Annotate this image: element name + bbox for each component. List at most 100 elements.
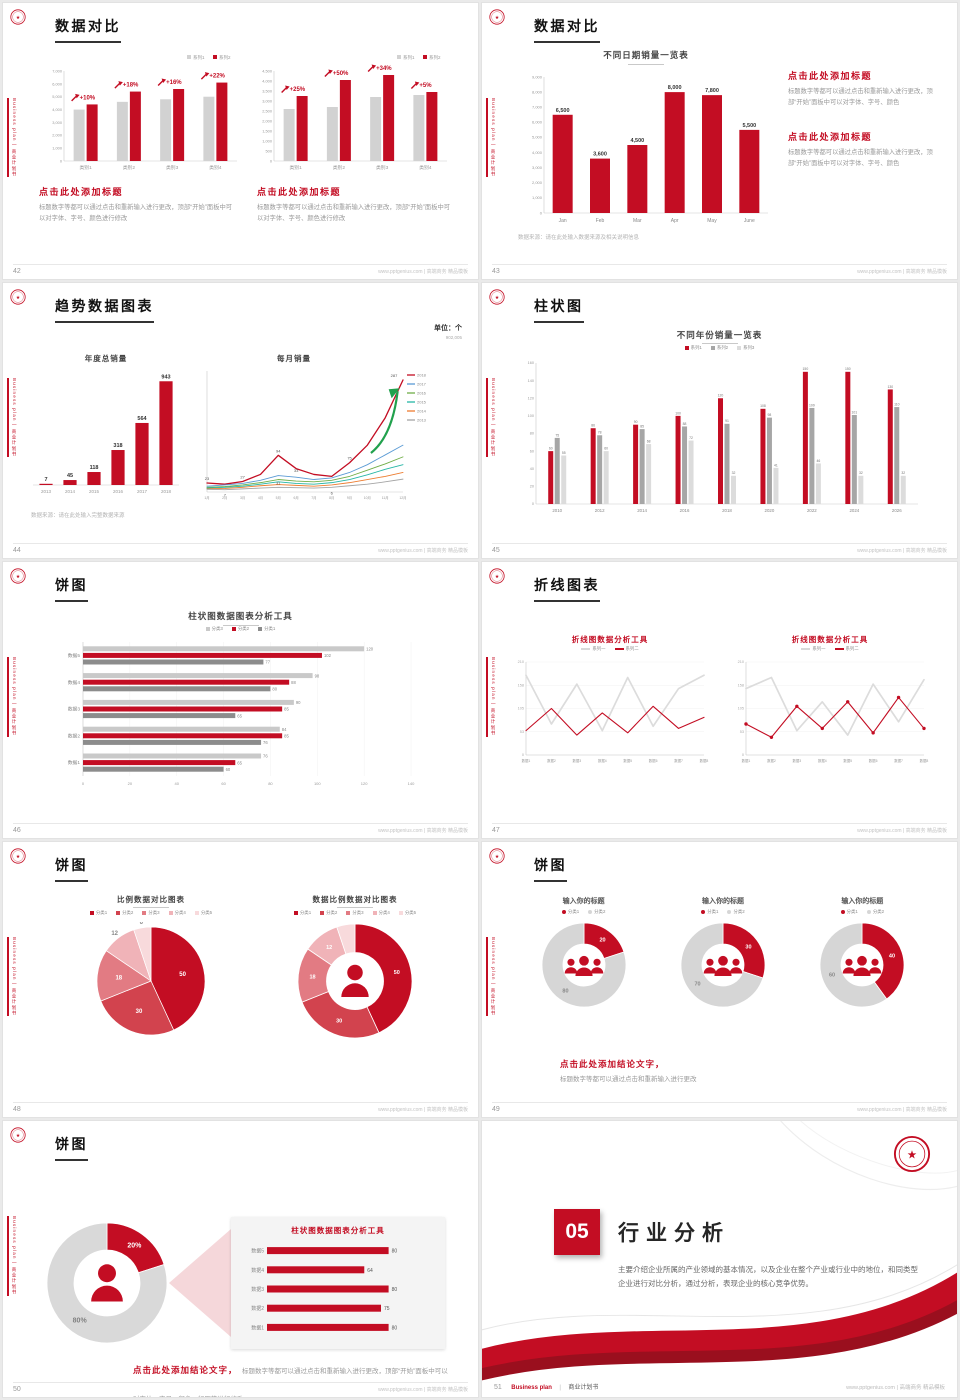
svg-text:2014: 2014 [637,508,647,513]
slide-footer: 46 www.pptgenius.com | 高端商务 精品模板 [13,822,468,834]
slide-47-line-charts[interactable]: ★ Business plan | 商业计划书 折线图表 折线图数据分析工具 系… [481,561,958,839]
text-block: 点击此处添加标题 标题数字等都可以通过点击和重新输入进行更改，顶部“开始”面板中… [788,130,946,169]
legend-item: 系列一 [801,646,826,652]
slide-49-donut-charts[interactable]: ★ Business plan | 商业计划书 饼图 输入你的标题 分类1 分类2… [481,840,958,1119]
svg-text:75: 75 [384,1307,390,1313]
svg-text:41: 41 [774,463,778,467]
svg-text:数据1: 数据1 [522,758,531,763]
svg-text:6: 6 [331,490,334,495]
legend-item: 分类4 [372,910,390,916]
svg-text:105: 105 [738,707,744,711]
conclusion-body: 标题数字等都可以通过点击和重新输入进行更改 [560,1075,697,1083]
svg-text:40: 40 [889,953,895,959]
svg-text:120: 120 [366,647,374,652]
svg-text:★: ★ [16,854,20,860]
slide-44-trend-charts[interactable]: ★ Business plan | 商业计划书 趋势数据图表 单位：个 902,… [2,281,479,560]
footer-url: www.pptgenius.com | 高端商务 精品模板 [378,548,468,555]
side-banner-text: Business plan | 商业计划书 [7,657,17,737]
page-title: 折线图表 [534,575,600,603]
slide-50-pie-funnel[interactable]: ★ Business plan | 商业计划书 饼图 20% 80% 柱状图数据图… [2,1120,479,1398]
svg-text:7,000: 7,000 [52,68,63,73]
legend-item: 分类2 [116,910,133,916]
svg-text:数据3: 数据3 [251,1286,264,1293]
svg-text:72: 72 [689,436,693,440]
svg-text:60: 60 [829,973,835,979]
footer-url: www.pptgenius.com | 高端商务 精品模板 [846,1385,945,1391]
legend-item: 分类1 [701,909,718,915]
slide-number: 49 [492,1106,500,1114]
legend-item: 分类1 [561,909,579,915]
chart-legend: 系列一 系列二 [510,646,710,652]
chart-legend: 分类3 分类2 分类1 [3,626,478,632]
svg-text:2018: 2018 [722,508,732,513]
svg-text:80: 80 [392,1326,398,1332]
slide-footer: 43 www.pptgenius.com | 高端商务 精品模板 [492,263,947,275]
block-body: 标题数字等都可以通过点击和重新输入进行更改，顶部“开始”面板中可以对字体、字号、… [788,149,933,168]
svg-text:30: 30 [136,1009,143,1015]
slide-51-section-divider[interactable]: ★ 05 行业分析 主要介绍企业所属的产业领域的基本情况，以及企业在整个产业或行… [481,1120,958,1398]
text-block: 点击此处添加标题 标题数字等都可以通过点击和重新输入进行更改，顶部“开始”面板中… [257,185,451,224]
svg-text:2017: 2017 [137,489,148,494]
svg-text:7,800: 7,800 [705,88,719,94]
svg-text:2016: 2016 [680,508,690,513]
slide-43-data-comparison[interactable]: ★ Business plan | 商业计划书 数据对比 不同日期销量一览表 9… [481,2,958,280]
chart-title: 输入你的标题 [841,897,884,905]
svg-text:数据7: 数据7 [674,758,683,763]
svg-text:数据5: 数据5 [843,758,852,763]
slide-42-data-comparison[interactable]: ★ Business plan | 商业计划书 数据对比 系列1 系列2 7,000… [2,2,479,280]
svg-text:5,500: 5,500 [742,123,756,129]
side-banner-text: Business plan | 商业计划书 [486,377,496,457]
svg-text:76: 76 [263,740,268,745]
block-body: 标题数字等都可以通过点击和重新输入进行更改，顶部“开始”面板中可以对字体、字号、… [257,204,451,223]
svg-text:20%: 20% [127,1243,142,1250]
donut-chart-person-icon: 50 30 18 12 6 [296,917,414,1040]
donut-group: 输入你的标题 分类1 分类2 30 70 [661,896,784,1009]
legend-item: 分类1 [293,910,311,916]
svg-text:23: 23 [205,476,210,481]
svg-text:20: 20 [530,484,534,488]
svg-text:30: 30 [336,1019,342,1025]
svg-text:158: 158 [518,684,524,688]
block-heading: 点击此处添加标题 [257,187,342,197]
svg-text:数据4: 数据4 [251,1267,264,1274]
school-logo-icon: ★ [10,288,26,305]
slide-48-pie-charts[interactable]: ★ Business plan | 商业计划书 饼图 比例数据对比图表 分类1 分… [2,840,479,1119]
svg-text:60: 60 [604,446,608,450]
school-logo-icon: ★ [489,9,505,25]
svg-text:★: ★ [495,574,499,580]
block-heading: 点击此处添加标题 [39,187,124,197]
annual-sales-bar-chart: 7 2013 45 2014 118 2015 318 2016 564 2017 943 2018 [31,365,181,497]
svg-text:105: 105 [518,707,524,711]
legend-item: 分类1 [840,909,858,915]
unit-label: 单位：个 902,005 [434,323,462,340]
svg-text:140: 140 [528,378,534,382]
svg-text:1,500: 1,500 [262,128,273,133]
svg-text:158: 158 [738,684,744,688]
svg-text:108: 108 [760,404,766,408]
svg-text:数据5: 数据5 [68,652,81,659]
legend-item: 分类3 [142,910,160,916]
slide-46-hbar-chart[interactable]: ★ Business plan | 商业计划书 饼图 柱状图数据图表分析工具 分… [2,561,479,839]
text-blocks-row: 点击此处添加标题 标题数字等都可以通过点击和重新输入进行更改，顶部“开始”面板中… [39,185,451,224]
block-body: 标题数字等都可以通过点击和重新输入进行更改，顶部“开始”面板中可以对字体、字号、… [788,88,933,107]
chart-title: 不同年份销量一览表 [482,329,957,345]
legend-item: 系列2 [710,345,728,351]
svg-text:1月: 1月 [204,496,209,500]
svg-text:100: 100 [314,781,321,786]
footer-url: www.pptgenius.com | 高端商务 精品模板 [857,548,947,555]
svg-text:数据6: 数据6 [869,758,878,763]
footer-url: www.pptgenius.com | 高端商务 精品模板 [378,827,468,834]
svg-text:80: 80 [530,431,534,435]
svg-text:77: 77 [265,660,270,665]
chart-title: 每月销量 [277,353,311,363]
svg-text:85: 85 [284,707,289,712]
svg-text:80%: 80% [73,1318,88,1325]
svg-text:32: 32 [732,471,736,475]
footer-url: www.pptgenius.com | 高端商务 精品模板 [857,1107,947,1114]
svg-text:100: 100 [528,414,534,418]
svg-text:90: 90 [634,420,638,424]
svg-text:类别1: 类别1 [289,164,302,171]
svg-text:20: 20 [599,937,605,943]
slide-45-column-chart[interactable]: ★ Business plan | 商业计划书 柱状图 不同年份销量一览表 系列… [481,281,958,560]
svg-text:32: 32 [901,471,905,475]
